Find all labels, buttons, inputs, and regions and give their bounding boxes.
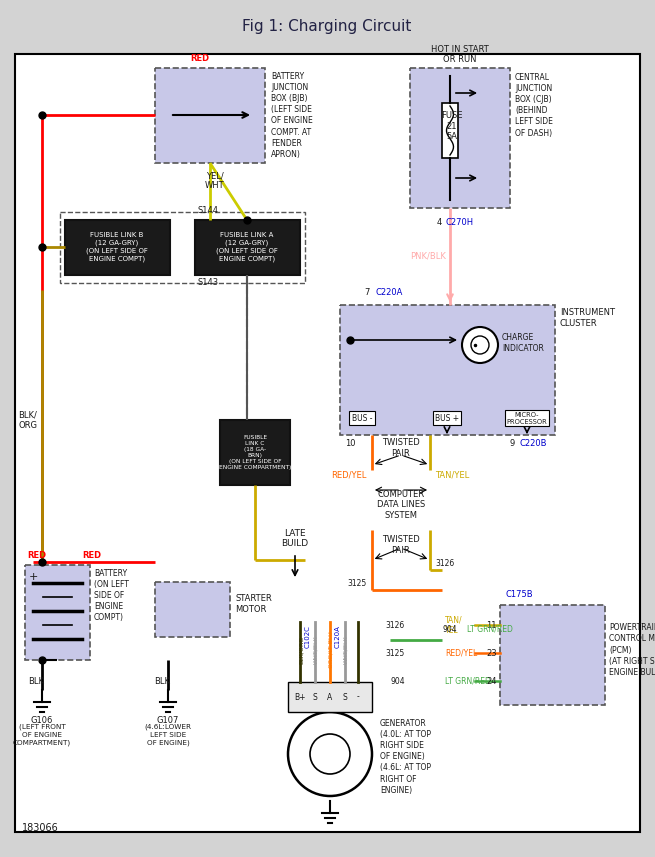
Text: HOT IN START
OR RUN: HOT IN START OR RUN (431, 45, 489, 64)
Bar (220, 420, 290, 485)
Text: G107: G107 (157, 716, 179, 725)
Bar (195, 220, 300, 275)
Text: BUS -: BUS - (352, 413, 372, 423)
Text: S144: S144 (197, 206, 218, 215)
Text: 7: 7 (365, 288, 370, 297)
Text: RED: RED (82, 551, 101, 560)
Bar (25, 565, 90, 660)
Text: LT GRN/RED: LT GRN/RED (445, 676, 491, 686)
Text: C120A: C120A (335, 626, 341, 649)
Text: (LEFT FRONT
OF ENGINE
COMPARTMENT): (LEFT FRONT OF ENGINE COMPARTMENT) (13, 724, 71, 746)
Text: WHT/BLK: WHT/BLK (343, 636, 348, 664)
Text: BLK/
ORG: BLK/ ORG (18, 411, 37, 429)
Text: COMPUTER
DATA LINES
SYSTEM: COMPUTER DATA LINES SYSTEM (377, 490, 425, 520)
Bar (0, 0, 655, 50)
Text: S: S (343, 692, 347, 702)
Text: 10: 10 (345, 439, 356, 448)
Text: 3126: 3126 (386, 620, 405, 630)
Circle shape (288, 712, 372, 796)
Text: C220A: C220A (375, 288, 402, 297)
Text: C175B: C175B (505, 590, 533, 599)
Text: TAN/
YEL: TAN/ YEL (445, 615, 462, 635)
Text: CENTRAL
JUNCTION
BOX (CJB)
(BEHIND
LEFT SIDE
OF DASH): CENTRAL JUNCTION BOX (CJB) (BEHIND LEFT … (515, 73, 553, 137)
Text: FUSIBLE LINK A
(12 GA-GRY)
(ON LEFT SIDE OF
ENGINE COMPT): FUSIBLE LINK A (12 GA-GRY) (ON LEFT SIDE… (216, 232, 278, 262)
Text: POWERTRAIN
CONTROL MODULE
(PCM)
(AT RIGHT SIDE
ENGINE BULKHEAD): POWERTRAIN CONTROL MODULE (PCM) (AT RIGH… (609, 623, 655, 677)
Text: BLK: BLK (28, 677, 44, 686)
Text: CHARGE
INDICATOR: CHARGE INDICATOR (502, 333, 544, 353)
Text: 23: 23 (487, 649, 497, 657)
Text: TAN/YEL: TAN/YEL (435, 470, 469, 480)
Text: 24: 24 (487, 676, 497, 686)
Text: 904: 904 (443, 625, 457, 634)
Text: FUSIBLE LINK B
(12 GA-GRY)
(ON LEFT SIDE OF
ENGINE COMPT): FUSIBLE LINK B (12 GA-GRY) (ON LEFT SIDE… (86, 232, 148, 262)
Text: MICRO-
PROCESSOR: MICRO- PROCESSOR (506, 411, 548, 424)
Text: FUSE
21
5A: FUSE 21 5A (441, 111, 462, 141)
Text: 3125: 3125 (386, 649, 405, 657)
Text: RED: RED (27, 551, 46, 560)
Text: 3125: 3125 (348, 579, 367, 589)
Bar (288, 682, 372, 712)
Text: TWISTED
PAIR: TWISTED PAIR (382, 438, 420, 458)
Text: (4.6L:LOWER
LEFT SIDE
OF ENGINE): (4.6L:LOWER LEFT SIDE OF ENGINE) (145, 724, 191, 746)
Circle shape (462, 327, 498, 363)
Text: 904: 904 (390, 676, 405, 686)
Text: LT GRN/RED: LT GRN/RED (467, 625, 513, 634)
Text: G106: G106 (31, 716, 53, 725)
Text: BATTERY
(ON LEFT
SIDE OF
ENGINE
COMPT): BATTERY (ON LEFT SIDE OF ENGINE COMPT) (94, 569, 129, 622)
Bar (155, 582, 230, 637)
Bar (60, 212, 305, 283)
Text: C220B: C220B (520, 439, 548, 448)
Text: LATE
BUILD: LATE BUILD (282, 529, 309, 548)
Text: WHT/BLK: WHT/BLK (314, 636, 318, 664)
Text: YEL/
WHT: YEL/ WHT (205, 171, 225, 190)
Text: RED/YEL: RED/YEL (445, 649, 477, 657)
Bar (500, 605, 605, 705)
Text: PNK/BLK: PNK/BLK (410, 251, 446, 261)
Text: -: - (356, 692, 360, 702)
Text: 183066: 183066 (22, 823, 59, 833)
Text: C270H: C270H (446, 218, 474, 227)
Text: 4: 4 (437, 218, 442, 227)
Text: BATTERY
JUNCTION
BOX (BJB)
(LEFT SIDE
OF ENGINE
COMPT. AT
FENDER
APRON): BATTERY JUNCTION BOX (BJB) (LEFT SIDE OF… (271, 72, 312, 159)
Text: BLK/ORG: BLK/ORG (299, 636, 303, 664)
Text: BLK: BLK (154, 677, 170, 686)
Text: RED/YEL: RED/YEL (331, 470, 367, 480)
Text: 11: 11 (487, 620, 497, 630)
Text: B+: B+ (294, 692, 306, 702)
Text: RED: RED (191, 54, 210, 63)
Bar (340, 305, 555, 435)
Text: A: A (328, 692, 333, 702)
Text: INSTRUMENT
CLUSTER: INSTRUMENT CLUSTER (560, 308, 615, 328)
Bar (442, 103, 458, 158)
Text: BUS +: BUS + (435, 413, 459, 423)
Text: C102C: C102C (305, 626, 311, 649)
Circle shape (471, 336, 489, 354)
Text: GENERATOR
(4.0L: AT TOP
RIGHT SIDE
OF ENGINE)
(4.6L: AT TOP
RIGHT OF
ENGINE): GENERATOR (4.0L: AT TOP RIGHT SIDE OF EN… (380, 719, 431, 794)
Bar (410, 68, 510, 208)
Circle shape (310, 734, 350, 774)
Bar (65, 220, 170, 275)
Text: FUSIBLE
LINK C
(18 GA-
BRN)
(ON LEFT SIDE OF
ENGINE COMPARTMENT): FUSIBLE LINK C (18 GA- BRN) (ON LEFT SID… (219, 434, 291, 470)
Text: 9: 9 (510, 439, 515, 448)
Text: +: + (28, 572, 38, 582)
Text: STARTER
MOTOR: STARTER MOTOR (235, 594, 272, 614)
Text: S: S (312, 692, 318, 702)
Bar (155, 68, 265, 163)
Text: TWISTED
PAIR: TWISTED PAIR (382, 536, 420, 554)
Text: ORG/LT BLU: ORG/LT BLU (329, 632, 333, 668)
Text: S143: S143 (197, 278, 218, 287)
Text: 3126: 3126 (435, 560, 455, 568)
Text: Fig 1: Charging Circuit: Fig 1: Charging Circuit (242, 19, 412, 33)
